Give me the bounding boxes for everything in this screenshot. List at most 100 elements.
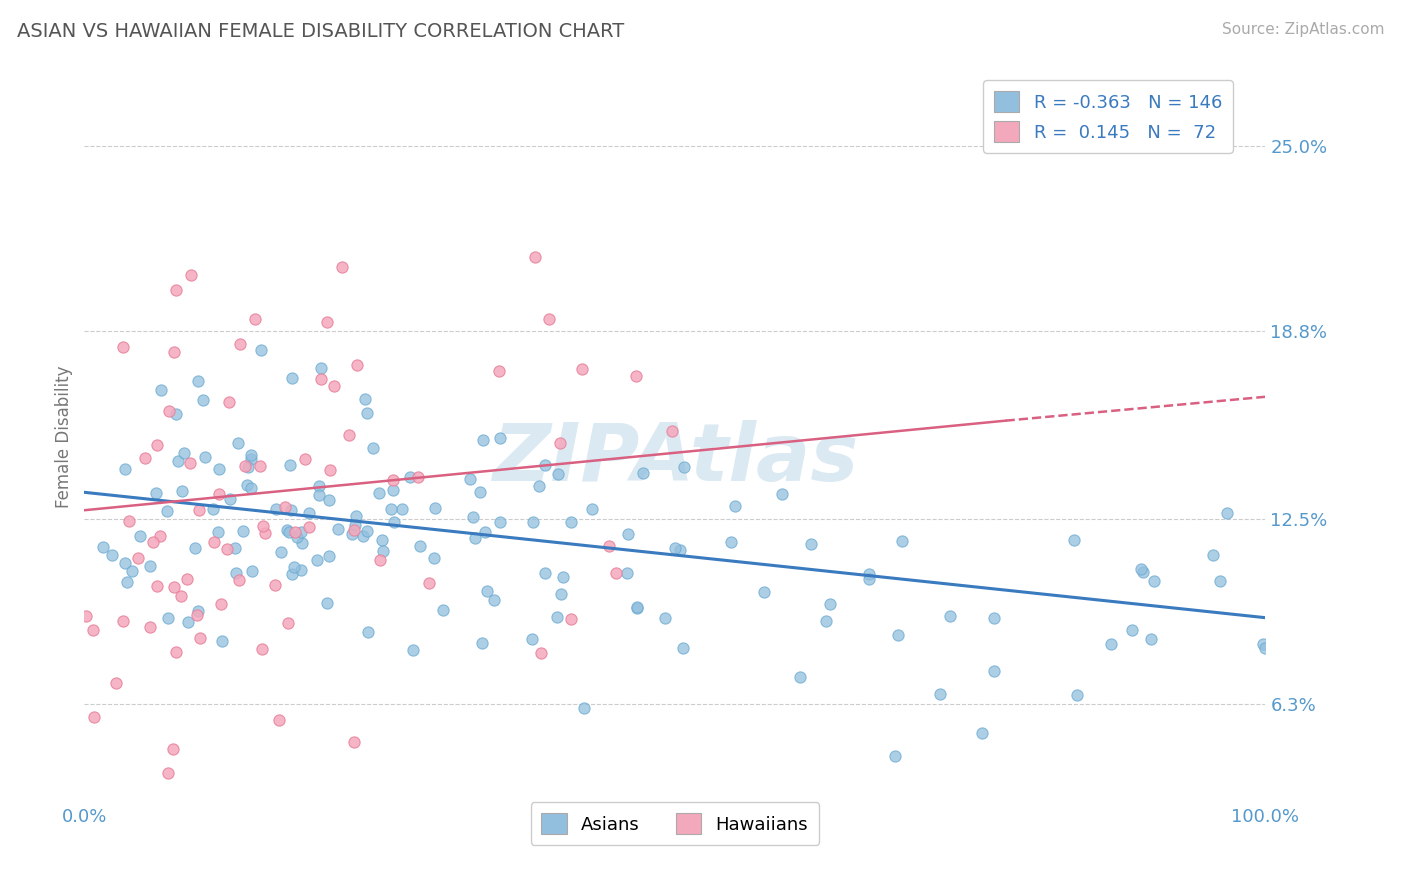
Point (884, 748, 907, 763)
Point (228, 337, 250, 351)
Point (278, 458, 301, 472)
Point (391, 502, 413, 516)
Point (616, 526, 638, 541)
Point (298, 520, 321, 534)
Point (1099, 637, 1122, 651)
Point (264, 502, 287, 516)
Point (146, 438, 169, 452)
Point (522, 515, 544, 529)
Point (560, 515, 582, 529)
Point (170, 483, 193, 498)
Point (471, 433, 494, 447)
Point (215, 542, 238, 557)
Point (1209, 574, 1232, 589)
Point (278, 524, 301, 539)
Point (165, 407, 187, 421)
Point (163, 580, 186, 594)
Point (191, 393, 214, 408)
Point (370, 533, 392, 547)
Point (380, 502, 402, 516)
Point (616, 566, 638, 580)
Point (432, 603, 454, 617)
Point (173, 446, 195, 460)
Point (228, 573, 250, 587)
Point (232, 524, 254, 538)
Point (290, 563, 312, 577)
Point (170, 589, 193, 603)
Point (346, 358, 368, 372)
Point (166, 453, 188, 467)
Point (631, 466, 654, 480)
Point (858, 572, 880, 586)
Point (139, 620, 162, 634)
Point (673, 459, 696, 474)
Point (551, 569, 574, 583)
Point (270, 545, 292, 559)
Point (373, 544, 395, 558)
Point (356, 406, 378, 420)
Point (208, 462, 231, 476)
Point (291, 536, 314, 550)
Point (225, 566, 247, 581)
Point (547, 467, 569, 482)
Point (252, 519, 274, 533)
Point (177, 615, 200, 629)
Point (218, 395, 240, 409)
Point (581, 502, 603, 516)
Point (202, 534, 225, 549)
Point (218, 492, 240, 507)
Point (520, 632, 543, 646)
Point (560, 612, 582, 626)
Point (188, 632, 211, 646)
Point (1254, 640, 1277, 655)
Point (315, 596, 337, 610)
Point (1142, 574, 1164, 588)
Point (1066, 688, 1088, 702)
Point (240, 449, 263, 463)
Point (928, 687, 950, 701)
Point (276, 523, 298, 537)
Point (149, 529, 172, 543)
Point (226, 435, 249, 450)
Point (240, 481, 263, 495)
Point (146, 579, 169, 593)
Point (471, 636, 494, 650)
Point (361, 441, 384, 455)
Point (285, 530, 308, 544)
Point (83, 709, 105, 723)
Point (238, 459, 260, 474)
Point (356, 524, 378, 538)
Point (118, 514, 141, 528)
Point (406, 469, 429, 483)
Point (233, 459, 256, 474)
Point (308, 488, 330, 502)
Point (117, 574, 139, 589)
Point (464, 531, 486, 545)
Point (315, 315, 337, 329)
Point (458, 472, 481, 486)
Point (474, 524, 496, 539)
Y-axis label: Female Disability: Female Disability (55, 366, 73, 508)
Point (264, 578, 287, 592)
Point (145, 486, 167, 500)
Point (534, 566, 557, 581)
Point (207, 524, 229, 539)
Point (382, 483, 405, 498)
Point (208, 487, 231, 501)
Point (752, 585, 775, 599)
Point (194, 450, 217, 465)
Point (179, 456, 201, 470)
Point (548, 435, 571, 450)
Point (157, 766, 180, 780)
Point (139, 558, 162, 573)
Point (938, 608, 960, 623)
Point (463, 509, 485, 524)
Point (250, 642, 273, 657)
Point (626, 600, 648, 615)
Point (661, 424, 683, 438)
Point (789, 670, 811, 684)
Point (409, 539, 432, 553)
Point (534, 458, 557, 472)
Point (240, 564, 263, 578)
Text: ZIPAtlas: ZIPAtlas (492, 420, 858, 498)
